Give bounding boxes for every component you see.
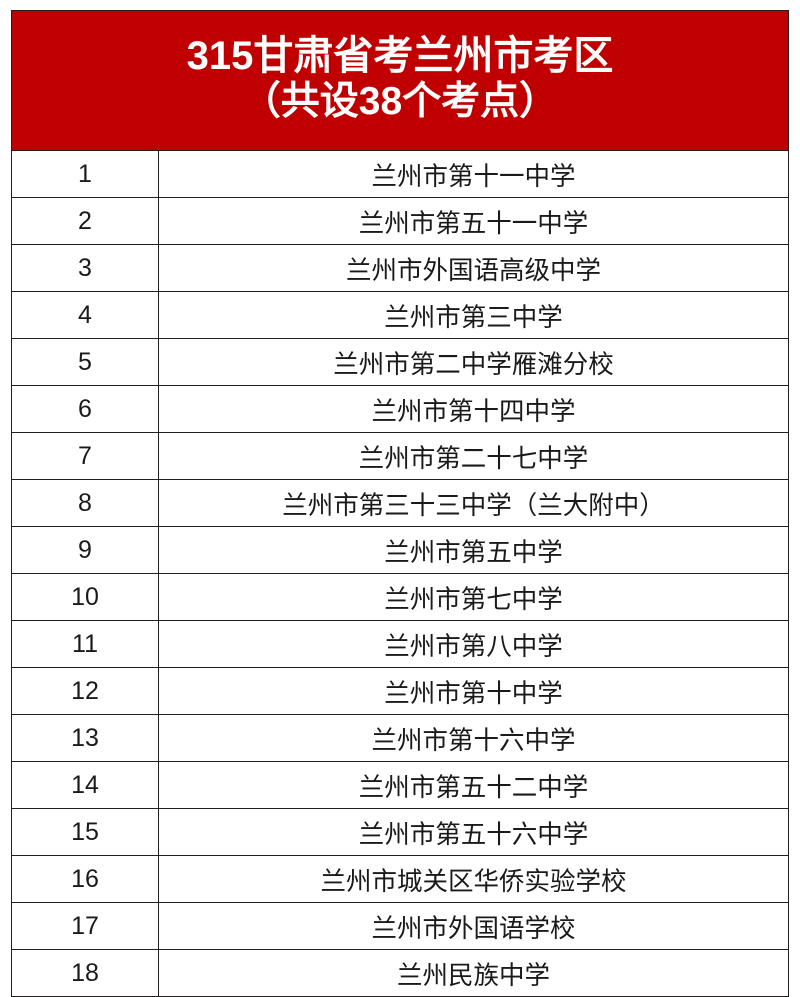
row-site-name: 兰州市第二中学雁滩分校: [158, 338, 789, 386]
table-row: 13 兰州市第十六中学: [11, 714, 789, 762]
row-number: 5: [11, 338, 159, 386]
row-site-name: 兰州市第二十七中学: [158, 432, 789, 480]
row-site-name: 兰州市城关区华侨实验学校: [158, 855, 789, 903]
table-row: 6 兰州市第十四中学: [11, 385, 789, 433]
row-site-name: 兰州市外国语高级中学: [158, 244, 789, 292]
row-number: 1: [11, 151, 159, 198]
row-number: 6: [11, 385, 159, 433]
table-row: 9 兰州市第五中学: [11, 526, 789, 574]
row-number: 13: [11, 714, 159, 762]
exam-site-list: 1 兰州市第十一中学 2 兰州市第五十一中学 3 兰州市外国语高级中学 4 兰州…: [11, 151, 789, 997]
row-number: 9: [11, 526, 159, 574]
table-row: 12 兰州市第十中学: [11, 667, 789, 715]
row-number: 17: [11, 902, 159, 950]
table-row: 2 兰州市第五十一中学: [11, 197, 789, 245]
table-row: 14 兰州市第五十二中学: [11, 761, 789, 809]
row-site-name: 兰州市第十四中学: [158, 385, 789, 433]
table-row: 4 兰州市第三中学: [11, 291, 789, 339]
row-site-name: 兰州市第五十一中学: [158, 197, 789, 245]
row-number: 12: [11, 667, 159, 715]
row-number: 14: [11, 761, 159, 809]
banner-title-line-1: 315甘肃省考兰州市考区: [186, 33, 614, 78]
table-row: 3 兰州市外国语高级中学: [11, 244, 789, 292]
table-body: 1 兰州市第十一中学 2 兰州市第五十一中学 3 兰州市外国语高级中学 4 兰州…: [11, 151, 789, 997]
banner-title-line-2: （共设38个考点）: [241, 80, 559, 124]
exam-site-table: 315甘肃省考兰州市考区 （共设38个考点） 1 兰州市第十一中学 2 兰州市第…: [11, 10, 789, 997]
row-number: 15: [11, 808, 159, 856]
table-row: 10 兰州市第七中学: [11, 573, 789, 621]
row-number: 3: [11, 244, 159, 292]
row-site-name: 兰州市第十六中学: [158, 714, 789, 762]
table-title-banner: 315甘肃省考兰州市考区 （共设38个考点）: [11, 10, 789, 151]
row-site-name: 兰州市第十一中学: [158, 151, 789, 198]
row-number: 11: [11, 620, 159, 668]
table-row: 7 兰州市第二十七中学: [11, 432, 789, 480]
row-number: 2: [11, 197, 159, 245]
table-row: 17 兰州市外国语学校: [11, 902, 789, 950]
row-site-name: 兰州市第三十三中学（兰大附中）: [158, 479, 789, 527]
table-row: 11 兰州市第八中学: [11, 620, 789, 668]
row-number: 7: [11, 432, 159, 480]
row-site-name: 兰州市第七中学: [158, 573, 789, 621]
row-number: 4: [11, 291, 159, 339]
table-row: 8 兰州市第三十三中学（兰大附中）: [11, 479, 789, 527]
row-site-name: 兰州民族中学: [158, 949, 789, 997]
table-row: 1 兰州市第十一中学: [11, 151, 789, 198]
table-row: 5 兰州市第二中学雁滩分校: [11, 338, 789, 386]
row-site-name: 兰州市第五十二中学: [158, 761, 789, 809]
table-row: 15 兰州市第五十六中学: [11, 808, 789, 856]
table-row: 18 兰州民族中学: [11, 949, 789, 997]
row-number: 8: [11, 479, 159, 527]
row-site-name: 兰州市第三中学: [158, 291, 789, 339]
table-row: 16 兰州市城关区华侨实验学校: [11, 855, 789, 903]
row-site-name: 兰州市第五中学: [158, 526, 789, 574]
row-number: 18: [11, 949, 159, 997]
row-site-name: 兰州市第十中学: [158, 667, 789, 715]
row-site-name: 兰州市第五十六中学: [158, 808, 789, 856]
row-site-name: 兰州市外国语学校: [158, 902, 789, 950]
row-site-name: 兰州市第八中学: [158, 620, 789, 668]
row-number: 16: [11, 855, 159, 903]
row-number: 10: [11, 573, 159, 621]
